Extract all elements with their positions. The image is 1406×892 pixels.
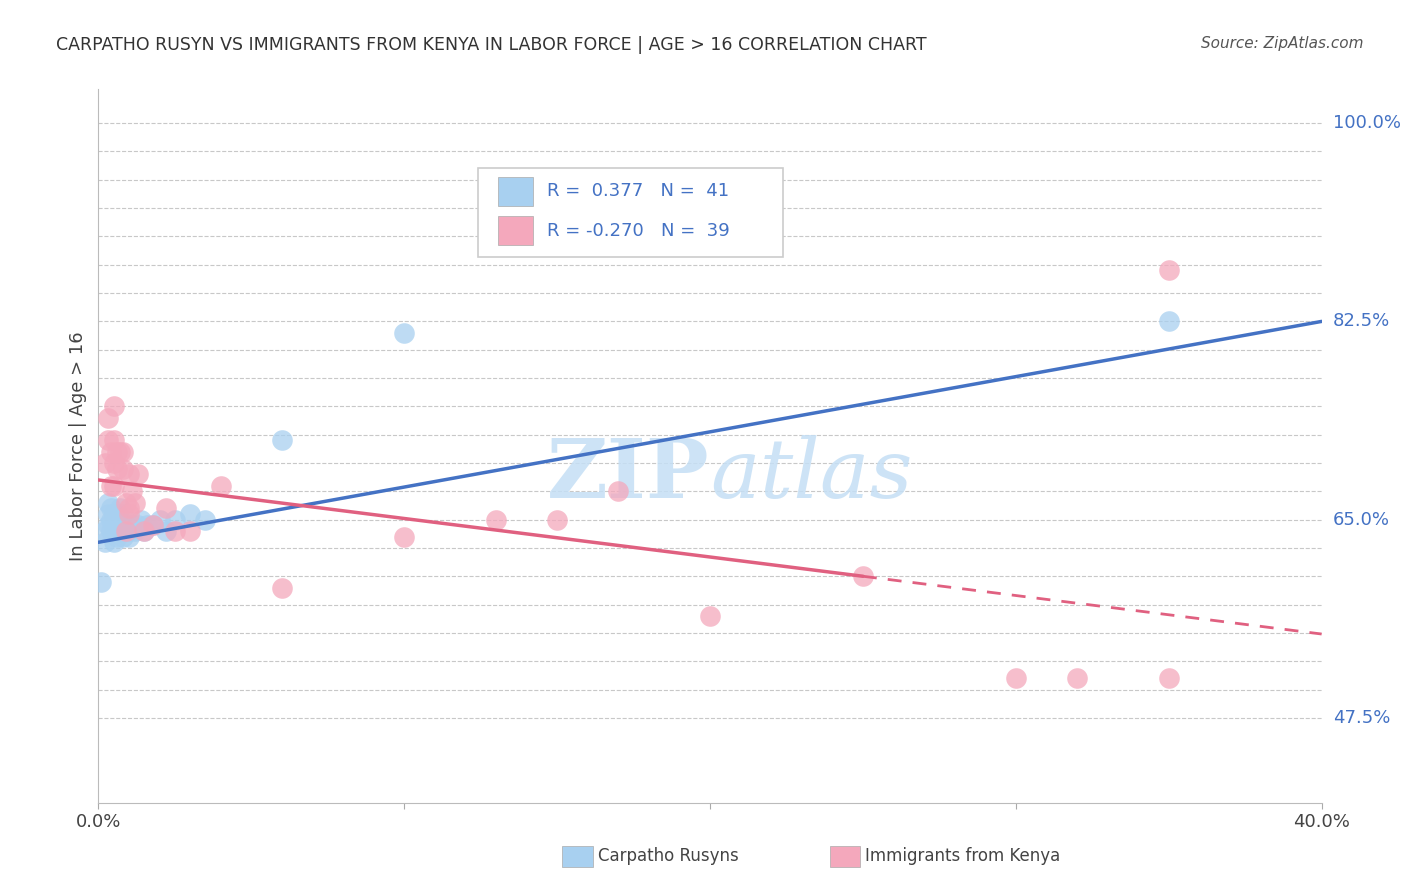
Point	[97, 410, 120, 425]
Point	[392, 326, 416, 340]
Point	[115, 524, 138, 538]
Point	[209, 478, 232, 492]
Text: 47.5%: 47.5%	[1333, 709, 1391, 727]
Point	[129, 513, 152, 527]
Text: 65.0%: 65.0%	[1333, 510, 1389, 529]
Point	[103, 518, 125, 533]
Point	[163, 513, 186, 527]
Point	[118, 507, 141, 521]
Point	[121, 518, 143, 533]
Point	[115, 524, 138, 538]
Point	[111, 518, 134, 533]
Point	[105, 518, 128, 533]
Point	[1004, 671, 1026, 685]
Point	[134, 524, 156, 538]
Point	[105, 444, 128, 458]
Point	[546, 513, 568, 527]
Text: R = -0.270   N =  39: R = -0.270 N = 39	[547, 222, 730, 240]
Point	[93, 524, 115, 538]
Point	[852, 569, 875, 583]
Point	[108, 444, 131, 458]
Point	[607, 484, 630, 499]
Point	[392, 530, 416, 544]
Point	[142, 518, 165, 533]
Point	[179, 524, 201, 538]
Point	[105, 507, 128, 521]
Point	[100, 444, 122, 458]
Point	[1157, 314, 1180, 328]
Point	[90, 574, 112, 589]
Point	[111, 444, 134, 458]
Point	[97, 518, 120, 533]
Point	[121, 484, 143, 499]
Text: atlas: atlas	[710, 434, 912, 515]
Point	[103, 535, 125, 549]
Point	[103, 434, 125, 448]
Text: 82.5%: 82.5%	[1333, 312, 1391, 330]
Text: Carpatho Rusyns: Carpatho Rusyns	[598, 847, 738, 865]
Point	[118, 530, 141, 544]
Bar	[498, 217, 533, 245]
Point	[93, 456, 115, 470]
Point	[108, 524, 131, 538]
Point	[97, 434, 120, 448]
Point	[111, 461, 134, 475]
Point	[105, 530, 128, 544]
Point	[1157, 263, 1180, 277]
Point	[100, 524, 122, 538]
Point	[127, 467, 149, 482]
Point	[142, 518, 165, 533]
Y-axis label: In Labor Force | Age > 16: In Labor Force | Age > 16	[69, 331, 87, 561]
Bar	[498, 177, 533, 206]
Point	[1157, 671, 1180, 685]
Point	[111, 507, 134, 521]
Point	[103, 456, 125, 470]
Point	[118, 524, 141, 538]
Point	[105, 461, 128, 475]
Text: Source: ZipAtlas.com: Source: ZipAtlas.com	[1201, 36, 1364, 51]
Text: R =  0.377   N =  41: R = 0.377 N = 41	[547, 182, 730, 201]
Point	[100, 513, 122, 527]
FancyBboxPatch shape	[478, 168, 783, 257]
Point	[118, 467, 141, 482]
Point	[155, 501, 177, 516]
Point	[149, 513, 172, 527]
Text: ZIP: ZIP	[547, 434, 710, 515]
Point	[134, 524, 156, 538]
Point	[97, 507, 120, 521]
Point	[111, 530, 134, 544]
Point	[485, 513, 508, 527]
Point	[194, 513, 217, 527]
Point	[100, 478, 122, 492]
Point	[124, 495, 146, 509]
Point	[115, 495, 138, 509]
Point	[270, 581, 292, 595]
Point	[108, 501, 131, 516]
Point	[270, 434, 292, 448]
Point	[179, 507, 201, 521]
Point	[163, 524, 186, 538]
Point	[136, 518, 159, 533]
Point	[93, 535, 115, 549]
Point	[97, 495, 120, 509]
Point	[155, 524, 177, 538]
Point	[100, 501, 122, 516]
Point	[124, 524, 146, 538]
Text: Immigrants from Kenya: Immigrants from Kenya	[865, 847, 1060, 865]
Point	[103, 478, 125, 492]
Point	[699, 608, 721, 623]
Text: 100.0%: 100.0%	[1333, 114, 1400, 132]
Point	[103, 524, 125, 538]
Point	[118, 501, 141, 516]
Point	[115, 518, 138, 533]
Point	[103, 400, 125, 414]
Point	[108, 513, 131, 527]
Point	[127, 518, 149, 533]
Point	[103, 507, 125, 521]
Point	[1066, 671, 1088, 685]
Text: CARPATHO RUSYN VS IMMIGRANTS FROM KENYA IN LABOR FORCE | AGE > 16 CORRELATION CH: CARPATHO RUSYN VS IMMIGRANTS FROM KENYA …	[56, 36, 927, 54]
